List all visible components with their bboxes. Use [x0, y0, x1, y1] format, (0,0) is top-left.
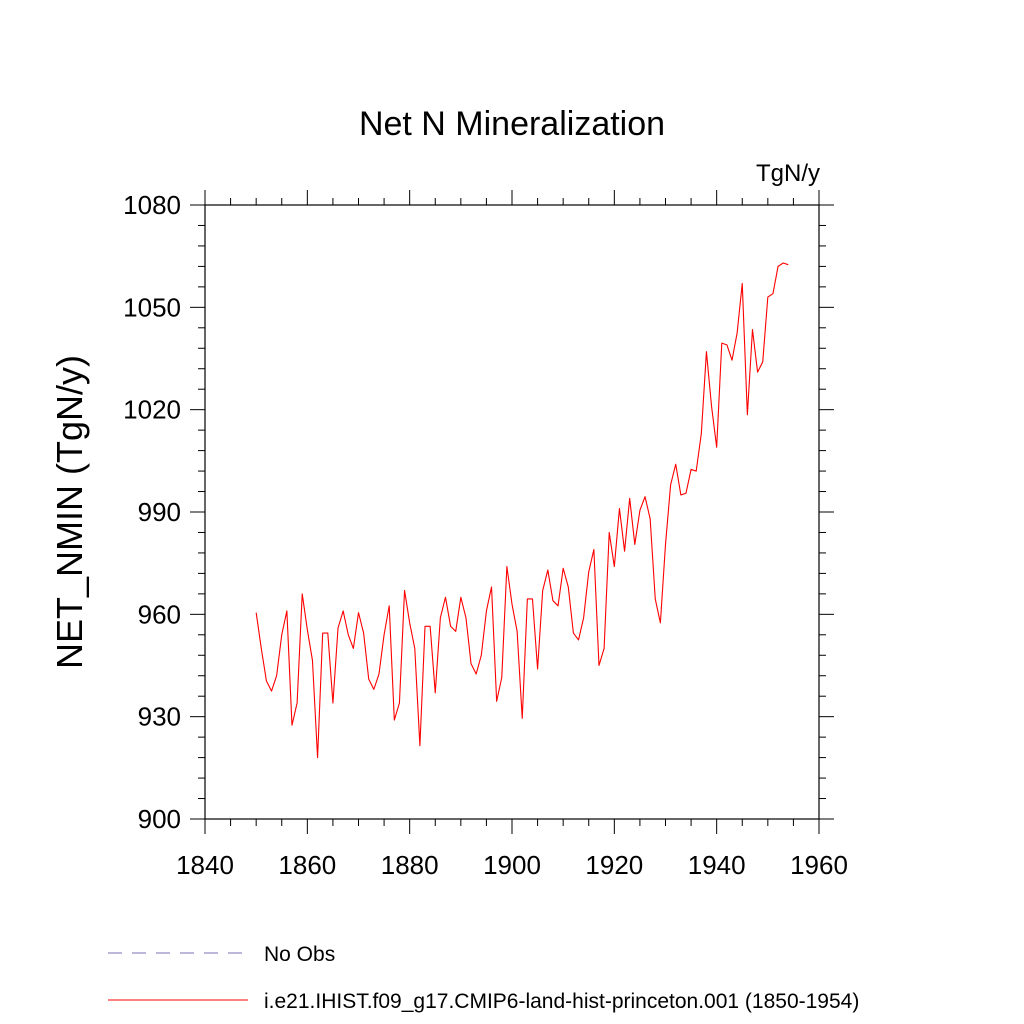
x-tick-label: 1840 [176, 850, 234, 880]
series-line [255, 262, 789, 759]
x-tick-label: 1900 [483, 850, 541, 880]
x-tick-label: 1960 [790, 850, 848, 880]
x-tick-label: 1880 [381, 850, 439, 880]
chart-title: Net N Mineralization [359, 105, 665, 143]
y-tick-label: 1020 [123, 395, 181, 425]
y-tick-label: 1080 [123, 190, 181, 220]
plot-frame [204, 204, 820, 820]
tick-labels: 1840 1860 1880 1900 1920 1940 1960 900 930 960 990… [123, 190, 848, 880]
y-tick-label: 1050 [123, 292, 181, 322]
series-layer [255, 262, 789, 759]
legend: No Obs i.e21.IHIST.f09_g17.CMIP6-land-his… [108, 943, 859, 1013]
units-label: TgN/y [756, 160, 820, 187]
plot-area [204, 204, 820, 820]
y-tick-label: 900 [138, 804, 181, 834]
legend-label: No Obs [264, 943, 335, 966]
y-tick-label: 960 [138, 599, 181, 629]
y-tick-label: 930 [138, 702, 181, 732]
y-axis-label: NET_NMIN (TgN/y) [49, 355, 90, 669]
x-tick-label: 1940 [688, 850, 746, 880]
x-tick-label: 1920 [585, 850, 643, 880]
x-tick-label: 1860 [278, 850, 336, 880]
axis-ticks [190, 190, 834, 834]
y-tick-label: 990 [138, 497, 181, 527]
legend-label: i.e21.IHIST.f09_g17.CMIP6-land-hist-prin… [264, 990, 859, 1013]
